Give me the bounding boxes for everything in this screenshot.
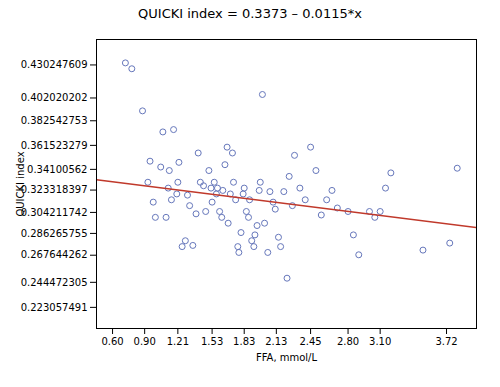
svg-text:0.361523279: 0.361523279 xyxy=(21,140,88,151)
svg-text:FFA, mmol/L: FFA, mmol/L xyxy=(256,352,318,363)
svg-text:2.13: 2.13 xyxy=(265,336,287,347)
svg-text:0.382542753: 0.382542753 xyxy=(21,115,88,126)
svg-text:1.53: 1.53 xyxy=(201,336,223,347)
svg-text:QUICKI index: QUICKI index xyxy=(15,151,26,216)
svg-text:1.21: 1.21 xyxy=(167,336,189,347)
svg-text:0.323318397: 0.323318397 xyxy=(21,184,88,195)
svg-text:0.304211742: 0.304211742 xyxy=(21,207,88,218)
svg-text:0.402020202: 0.402020202 xyxy=(21,92,88,103)
svg-text:0.286265755: 0.286265755 xyxy=(21,228,88,239)
svg-text:0.34100562: 0.34100562 xyxy=(27,164,87,175)
svg-text:3.10: 3.10 xyxy=(369,336,391,347)
html-text:QUICKI index = 0.3373 – 0.0115: QUICKI index = 0.3373 – 0.0115*x xyxy=(138,6,362,21)
svg-text:0.244472305: 0.244472305 xyxy=(21,277,88,288)
svg-text:2.80: 2.80 xyxy=(337,336,359,347)
svg-text:0.90: 0.90 xyxy=(134,336,156,347)
svg-text:0.430247609: 0.430247609 xyxy=(21,59,88,70)
svg-text:0.267644262: 0.267644262 xyxy=(21,249,88,260)
svg-text:2.45: 2.45 xyxy=(299,336,321,347)
svg-text:0.60: 0.60 xyxy=(101,336,123,347)
svg-text:3.72: 3.72 xyxy=(435,336,457,347)
svg-text:1.83: 1.83 xyxy=(233,336,255,347)
svg-text:0.223057491: 0.223057491 xyxy=(21,302,88,313)
